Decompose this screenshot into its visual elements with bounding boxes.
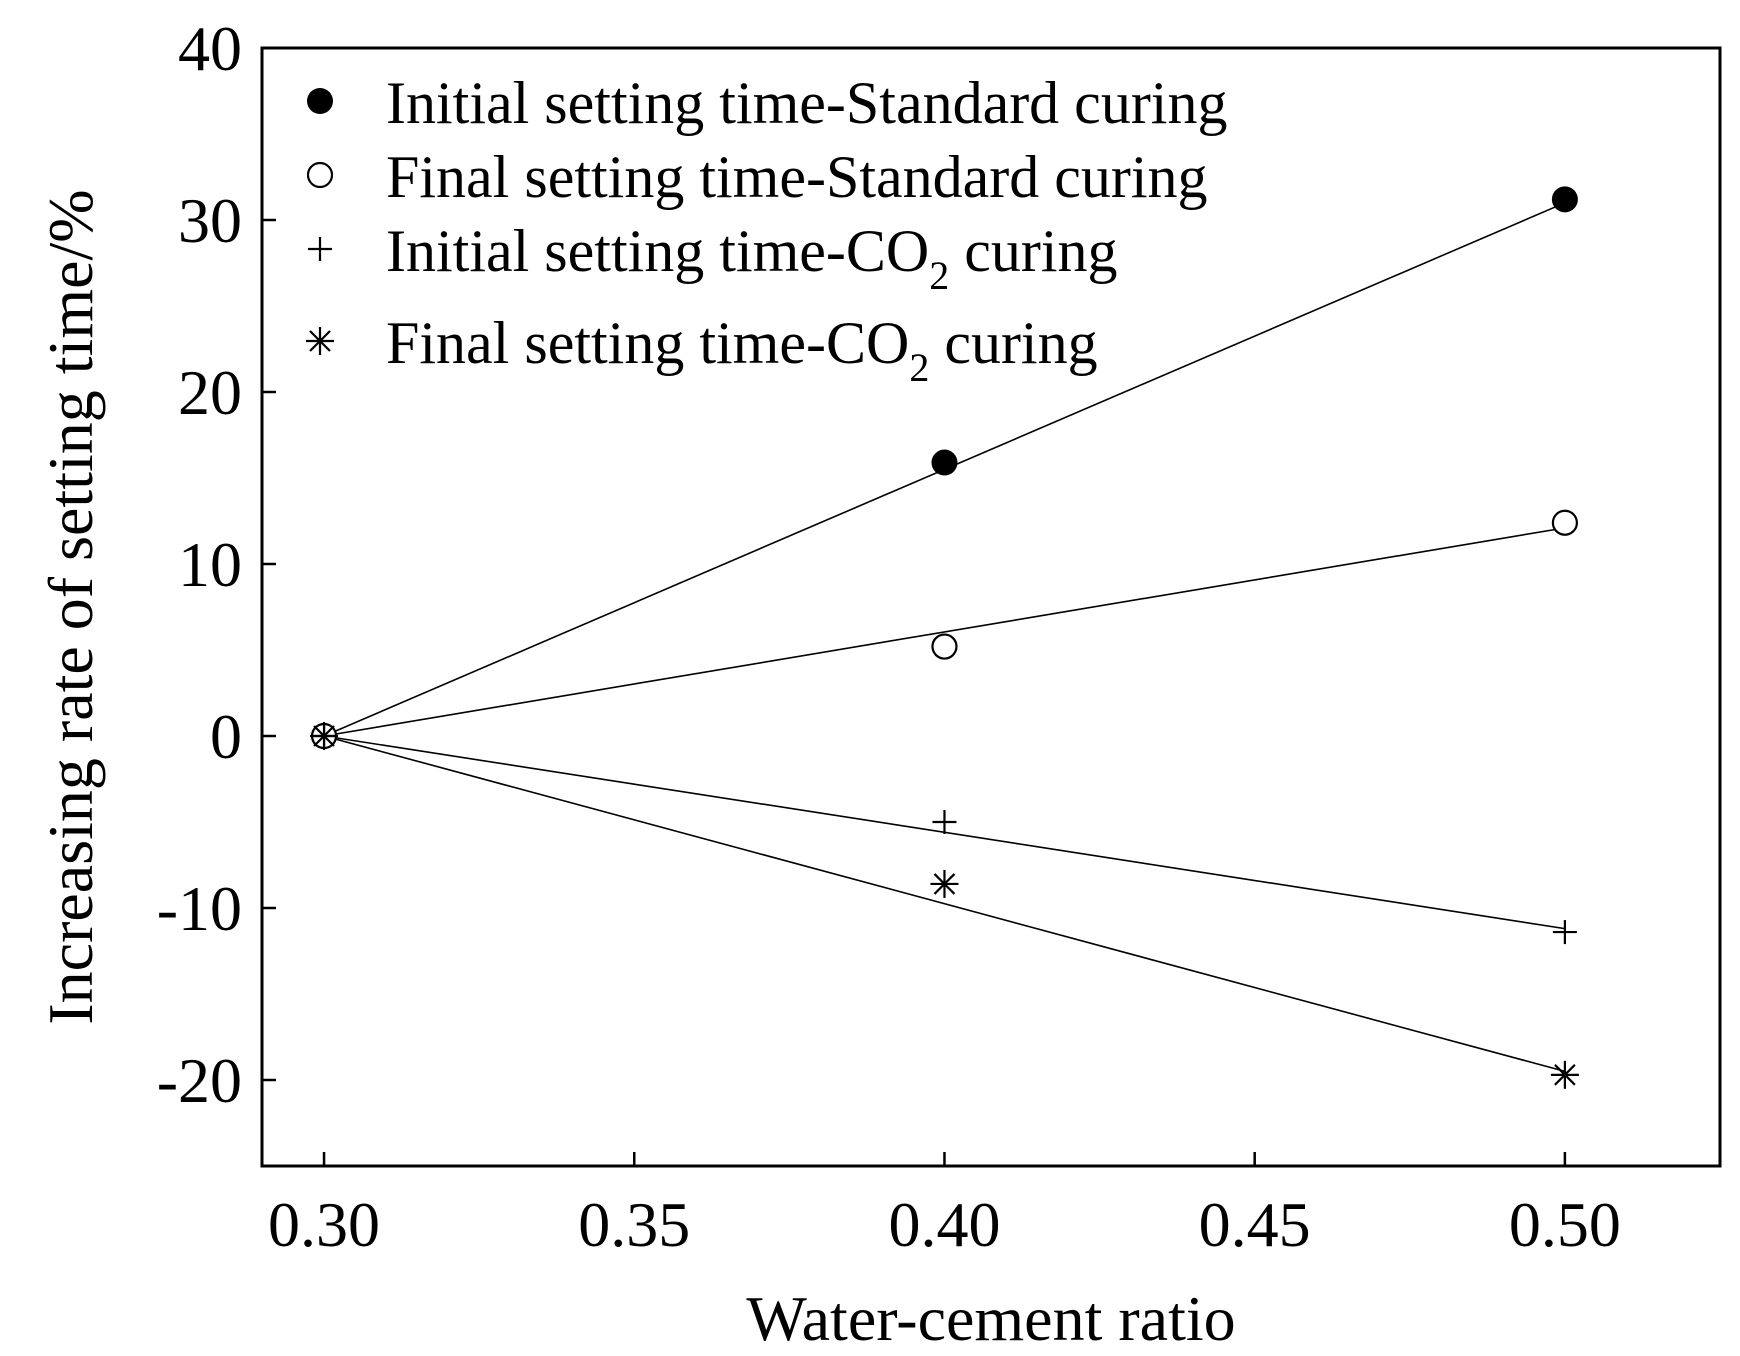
legend-label-tail: curing [949, 218, 1117, 284]
y-tick-label: 20 [178, 357, 242, 428]
marker-shape [933, 873, 956, 895]
marker-shape [931, 633, 958, 660]
marker-shape [309, 330, 331, 352]
marker-shape [1551, 186, 1578, 213]
axis-ticks: 0.30 0.35 0.40 0.45 0.50 -20 -10 0 10 20 30 40 [157, 13, 1621, 1260]
legend-label-subscript: 2 [929, 253, 949, 298]
fit-line-series-2 [323, 527, 1566, 737]
legend-label-subscript: 2 [909, 345, 929, 390]
y-axis-label: Increasing rate of setting time/% [35, 189, 106, 1024]
legend-label-main: Initial setting time-Standard curing [386, 70, 1227, 136]
legend-marker-4 [306, 327, 334, 355]
x-tick-label: 0.40 [888, 1189, 1000, 1260]
marker-shape [306, 161, 334, 189]
y-tick-label: -20 [157, 1045, 242, 1116]
x-axis-label: Water-cement ratio [746, 1283, 1235, 1354]
data-point-series-2 [931, 633, 958, 660]
data-point-series-3 [1552, 920, 1577, 945]
plot-frame [260, 46, 1722, 1168]
legend-label-3: Initial setting time-CO2 curing [386, 218, 1118, 298]
legend-label-1: Initial setting time-Standard curing [386, 70, 1227, 136]
legend-label-main: Initial setting time-CO [386, 218, 929, 284]
x-tick-label: 0.30 [268, 1189, 380, 1260]
marker-shape [1554, 1064, 1576, 1086]
legend-marker-3 [308, 237, 332, 261]
legend-label-4: Final setting time-CO2 curing [386, 310, 1098, 390]
legend-label-tail: curing [929, 310, 1097, 376]
y-tick-label: 0 [210, 701, 242, 772]
data-point-series-3 [932, 810, 957, 834]
marker-shape [1551, 509, 1578, 536]
fit-line-series-4 [323, 735, 1566, 1073]
data-point-series-4 [1550, 1060, 1579, 1089]
x-tick-label: 0.45 [1199, 1189, 1311, 1260]
marker-shape [931, 449, 958, 476]
legend: Initial setting time-Standard curing Fina… [306, 70, 1227, 390]
y-tick-label: 30 [178, 185, 242, 256]
data-markers [310, 186, 1579, 1089]
legend-label-2: Final setting time-Standard curing [386, 144, 1208, 210]
marker-shape [307, 88, 333, 114]
legend-marker-1 [307, 88, 333, 114]
legend-label-main: Final setting time-CO [386, 310, 909, 376]
data-point-series-1 [931, 449, 958, 476]
y-tick-label: 40 [178, 13, 242, 84]
data-point-series-2 [1551, 509, 1578, 536]
legend-marker-2 [306, 161, 334, 189]
data-point-series-4 [930, 869, 959, 898]
data-point-series-1 [1551, 186, 1578, 213]
marker-shape [313, 725, 335, 747]
legend-label-main: Final setting time-Standard curing [386, 144, 1208, 210]
data-point-series-4 [310, 722, 339, 750]
x-tick-label: 0.50 [1509, 1189, 1621, 1260]
y-tick-label: -10 [157, 873, 242, 944]
x-tick-label: 0.35 [578, 1189, 690, 1260]
y-tick-label: 10 [178, 529, 242, 600]
